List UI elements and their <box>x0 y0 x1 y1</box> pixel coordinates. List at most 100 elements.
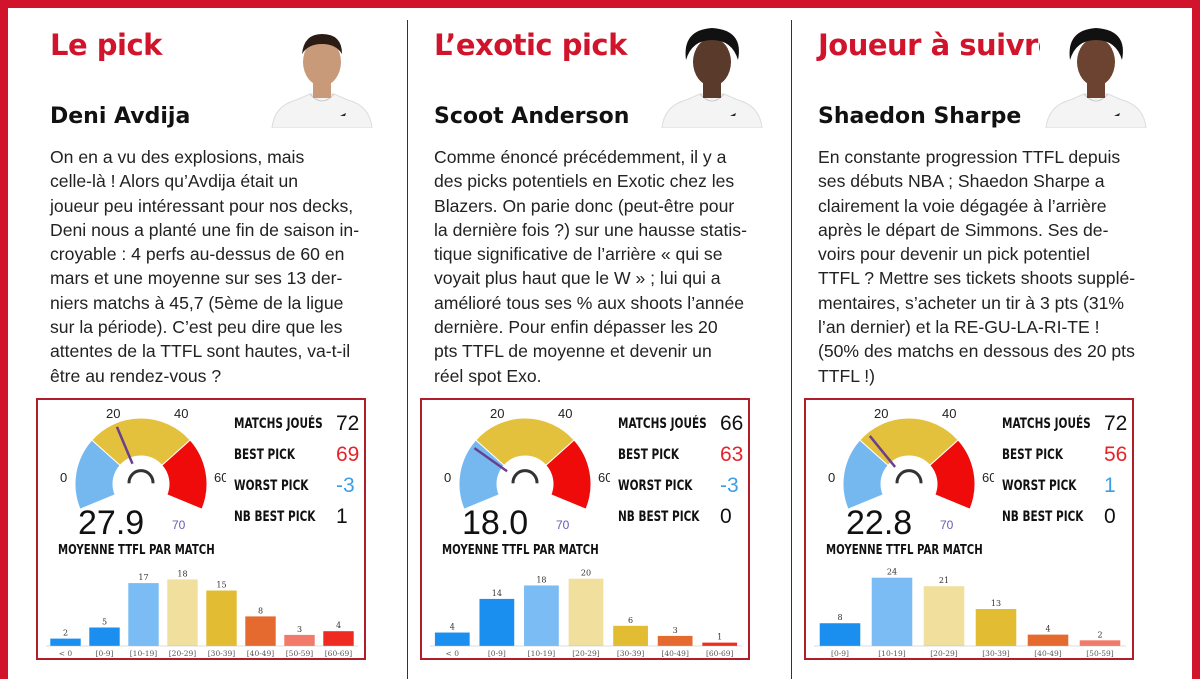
gauge-tick-label: 40 <box>558 406 572 421</box>
chart-data-label: 6 <box>628 616 633 625</box>
player-name: Deni Avdija <box>50 104 191 129</box>
description-line: mars et une moyenne sur ses 13 der- <box>50 268 343 289</box>
chart-data-label: 21 <box>939 576 949 585</box>
chart-bar <box>613 625 648 646</box>
chart-data-label: 3 <box>297 625 302 634</box>
gauge-needle <box>115 426 134 465</box>
stat-label: MATCHS JOUÉS <box>618 416 707 432</box>
stat-matchs-value: 66 <box>720 412 744 435</box>
chart-category-label: < 0 <box>59 649 73 658</box>
stat-matchs-value: 72 <box>1104 412 1128 435</box>
chart-bar <box>568 578 604 646</box>
stats-panel: 0 20 40 60 22.8 70 MOYENNE TTFL PAR MATCH M… <box>804 398 1134 660</box>
stat-row-worst: WORST PICK 1 <box>1002 472 1132 503</box>
chart-bar <box>1027 634 1069 646</box>
stat-best-value: 56 <box>1104 443 1128 466</box>
stat-row-best: BEST PICK 63 <box>618 441 748 472</box>
chart-data-label: 3 <box>673 626 678 635</box>
gauge-tick-label: 20 <box>874 406 888 421</box>
chart-data-label: 4 <box>1045 625 1050 634</box>
player-portrait <box>1040 26 1152 128</box>
description-line: TTFL !) <box>818 365 876 386</box>
average-label: MOYENNE TTFL PAR MATCH <box>826 543 983 558</box>
description-line: Comme énoncé précédemment, il y a <box>434 147 727 167</box>
chart-bar <box>819 623 861 646</box>
description-line: voyait plus haut que le W » ; lui qui a <box>434 268 721 289</box>
stat-label: WORST PICK <box>234 478 309 494</box>
stat-label: BEST PICK <box>234 447 296 463</box>
chart-data-label: 2 <box>1097 630 1102 639</box>
column-divider <box>791 20 792 679</box>
chart-category-label: [10-19] <box>130 649 158 658</box>
average-gauge: 0 20 40 60 <box>444 406 610 510</box>
chart-bar <box>167 579 198 646</box>
chart-category-label: [0-9] <box>831 649 849 658</box>
description-line: clairement la voie dégagée à l’arrière <box>818 195 1107 216</box>
chart-data-label: 20 <box>581 569 591 578</box>
average-gauge: 0 20 40 60 <box>60 406 226 510</box>
stats-list: MATCHS JOUÉS 66 BEST PICK 63 WORST PICK … <box>618 410 748 534</box>
column-divider <box>407 20 408 679</box>
chart-category-label: [40-49] <box>247 649 275 658</box>
chart-bar <box>128 583 159 646</box>
stat-best-value: 63 <box>720 443 744 466</box>
average-value: 18.0 <box>462 504 529 542</box>
chart-category-label: [40-49] <box>661 649 689 658</box>
description-line: croyable : 4 perfs au-dessus de 60 en <box>50 244 345 265</box>
gauge-tick-label: 60 <box>214 470 226 485</box>
average-value: 27.9 <box>78 504 145 542</box>
description-text: Comme énoncé précédemment, il y a des pic… <box>434 145 769 388</box>
gauge-hub <box>511 469 539 484</box>
chart-data-label: 24 <box>887 568 897 577</box>
description-line: En constante progression TTFL depuis <box>818 147 1121 167</box>
stat-worst-value: -3 <box>720 474 739 497</box>
chart-category-label: [60-69] <box>706 649 734 658</box>
description-line: Blazers. On parie donc (peut-être pour <box>434 195 735 216</box>
description-line: joueur peu intéressant pour nos decks, <box>50 195 354 216</box>
section-heading: L’exotic pick <box>434 28 627 62</box>
description-text: En constante progression TTFL depuis ses … <box>818 145 1153 388</box>
chart-data-label: 1 <box>717 633 722 642</box>
stat-row-nb-best: NB BEST PICK 0 <box>1002 503 1132 534</box>
chart-bar <box>245 616 276 646</box>
gauge-segment-high <box>161 439 208 510</box>
stat-matchs-value: 72 <box>336 412 360 435</box>
stats-list: MATCHS JOUÉS 72 BEST PICK 56 WORST PICK … <box>1002 410 1132 534</box>
average-label: MOYENNE TTFL PAR MATCH <box>442 543 599 558</box>
gauge-max-label: 70 <box>172 518 186 532</box>
gauge-segment-mid <box>91 417 191 467</box>
description-line: Deni nous a planté une fin de saison in- <box>50 219 360 240</box>
chart-bar <box>702 642 738 646</box>
chart-bar <box>657 635 693 646</box>
chart-bar <box>206 590 237 646</box>
description-line: pts TTFL de moyenne et devenir un <box>434 341 712 362</box>
stat-row-matchs: MATCHS JOUÉS 72 <box>1002 410 1132 441</box>
stats-panel: 0 20 40 60 27.9 70 MOYENNE TTFL PAR MATCH M… <box>36 398 366 660</box>
description-line: la dernière fois ?) sur une hausse stati… <box>434 219 747 240</box>
average-value: 22.8 <box>846 504 913 542</box>
section-heading: Le pick <box>50 28 162 62</box>
description-line: attentes de la TTFL sont hautes, va-t-il <box>50 341 351 362</box>
chart-data-label: 4 <box>336 621 341 630</box>
stat-nb-best-value: 1 <box>336 505 348 528</box>
chart-data-label: 4 <box>450 623 455 632</box>
stat-worst-value: -3 <box>336 474 355 497</box>
description-line: tique significative de l’arrière « qui s… <box>434 244 723 265</box>
column-le-pick: Le pick Deni Avdija On en a vu des explo… <box>36 0 390 679</box>
average-gauge: 0 20 40 60 <box>828 406 994 510</box>
stat-label: NB BEST PICK <box>618 509 700 525</box>
player-name: Shaedon Sharpe <box>818 104 1022 129</box>
stat-label: BEST PICK <box>1002 447 1064 463</box>
gauge-needle <box>868 435 897 468</box>
gauge-tick-label: 0 <box>444 470 451 485</box>
stat-label: WORST PICK <box>618 478 693 494</box>
stat-row-best: BEST PICK 56 <box>1002 441 1132 472</box>
gauge-max-label: 70 <box>556 518 570 532</box>
chart-category-label: [30-39] <box>617 649 645 658</box>
distribution-chart: 4 < 0 14 [0-9] 18 [10-19] 20 [20-29] 6 [30-39] 3 [4… <box>422 560 748 660</box>
gauge-tick-label: 0 <box>828 470 835 485</box>
chart-bar <box>923 586 965 646</box>
description-line: On en a vu des explosions, mais <box>50 147 305 167</box>
chart-category-label: [0-9] <box>488 649 506 658</box>
